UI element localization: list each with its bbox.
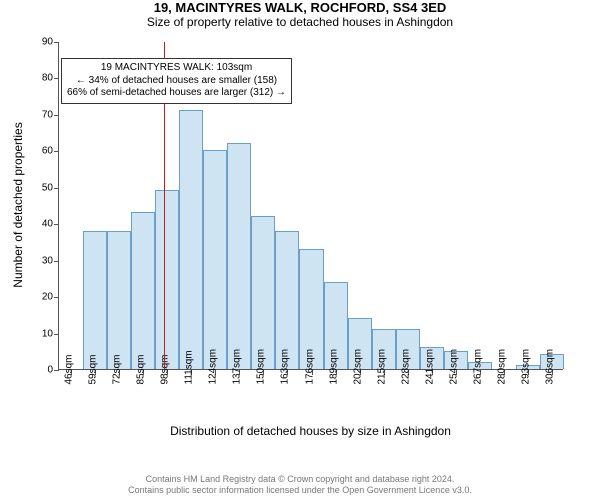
annotation-line: 19 MACINTYRES WALK: 103sqm — [67, 62, 286, 75]
chart-title: 19, MACINTYRES WALK, ROCHFORD, SS4 3ED — [0, 0, 600, 15]
footer-line1: Contains HM Land Registry data © Crown c… — [0, 474, 600, 485]
histogram-bar — [179, 110, 203, 369]
histogram-bar — [131, 212, 155, 369]
y-tick-mark — [54, 188, 59, 189]
y-tick-mark — [54, 42, 59, 43]
y-tick-label: 40 — [27, 219, 53, 230]
annotation-box: 19 MACINTYRES WALK: 103sqm← 34% of detac… — [61, 58, 292, 104]
y-tick-label: 70 — [27, 109, 53, 120]
y-tick-mark — [54, 261, 59, 262]
y-tick-mark — [54, 115, 59, 116]
x-axis-label: Distribution of detached houses by size … — [58, 424, 563, 438]
histogram-bar — [155, 190, 179, 369]
plot-area: 010203040506070809046sqm59sqm72sqm85sqm9… — [58, 42, 563, 370]
histogram-bar — [83, 231, 107, 369]
y-tick-label: 10 — [27, 328, 53, 339]
histogram-bar — [203, 150, 227, 369]
y-tick-label: 50 — [27, 182, 53, 193]
y-tick-mark — [54, 224, 59, 225]
annotation-line: 66% of semi-detached houses are larger (… — [67, 87, 286, 100]
annotation-line: ← 34% of detached houses are smaller (15… — [67, 75, 286, 88]
plot-container: 010203040506070809046sqm59sqm72sqm85sqm9… — [58, 42, 563, 370]
histogram-bar — [107, 231, 131, 369]
histogram-bar — [227, 143, 251, 369]
chart-footer: Contains HM Land Registry data © Crown c… — [0, 474, 600, 497]
y-tick-mark — [54, 297, 59, 298]
y-tick-label: 60 — [27, 146, 53, 157]
y-tick-mark — [54, 334, 59, 335]
histogram-bar — [251, 216, 275, 369]
y-tick-mark — [54, 370, 59, 371]
y-tick-label: 0 — [27, 365, 53, 376]
footer-line2: Contains public sector information licen… — [0, 485, 600, 496]
y-tick-label: 90 — [27, 37, 53, 48]
chart-subtitle: Size of property relative to detached ho… — [0, 15, 600, 29]
y-tick-label: 80 — [27, 73, 53, 84]
y-tick-label: 30 — [27, 255, 53, 266]
y-tick-mark — [54, 78, 59, 79]
y-axis-label: Number of detached properties — [11, 105, 25, 305]
y-tick-mark — [54, 151, 59, 152]
y-tick-label: 20 — [27, 292, 53, 303]
